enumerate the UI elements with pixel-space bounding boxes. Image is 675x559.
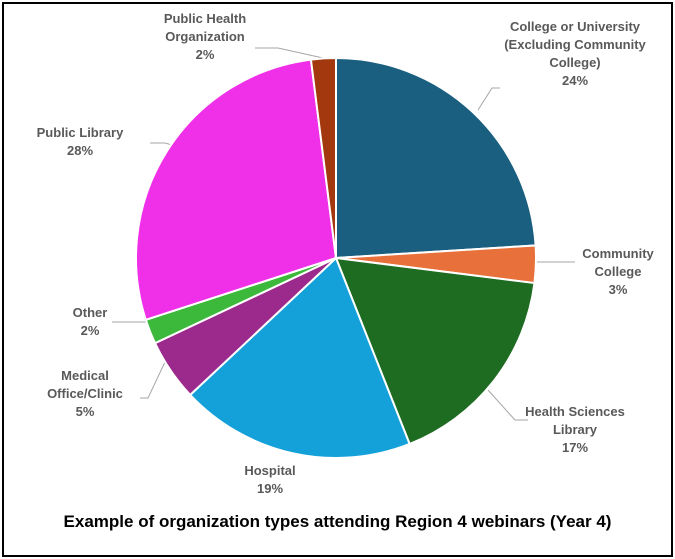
category-label: Medical Office/Clinic	[47, 368, 123, 401]
category-label: Other	[72, 305, 108, 320]
category-label: Public Library	[36, 125, 124, 140]
category-label: Community College	[582, 246, 654, 279]
slice-label: Hospital 19%	[215, 462, 325, 498]
category-label: Hospital	[244, 463, 296, 478]
value-label: 19%	[256, 481, 284, 496]
slice-label: Community College 3%	[578, 245, 658, 299]
slice-label: Health Sciences Library 17%	[520, 403, 630, 457]
slice-label: Other 2%	[55, 304, 125, 340]
value-label: 17%	[561, 440, 589, 455]
value-label: 24%	[561, 73, 589, 88]
pie-slice	[135, 58, 338, 322]
value-label: 2%	[80, 323, 100, 338]
value-label: 3%	[608, 282, 628, 297]
category-label: College or University (Excluding Communi…	[504, 19, 646, 70]
leader-line	[255, 47, 324, 59]
pie-slice	[309, 56, 337, 259]
pie-slice	[335, 56, 537, 260]
slice-label: College or University (Excluding Communi…	[500, 18, 650, 90]
category-label: Health Sciences Library	[525, 404, 625, 437]
value-label: 5%	[75, 404, 95, 419]
leader-line	[140, 361, 166, 399]
chart-title: Example of organization types attending …	[63, 512, 612, 531]
category-label: Public Health Organization	[163, 11, 247, 44]
pie-slice	[188, 256, 411, 459]
slice-label: Medical Office/Clinic 5%	[35, 367, 135, 421]
leader-line	[477, 87, 500, 111]
leader-line	[487, 389, 528, 421]
pie-slice	[334, 256, 536, 446]
value-label: 2%	[195, 47, 215, 62]
value-label: 28%	[66, 143, 94, 158]
slice-label: Public Health Organization 2%	[145, 10, 265, 64]
slice-label: Public Library 28%	[30, 124, 130, 160]
